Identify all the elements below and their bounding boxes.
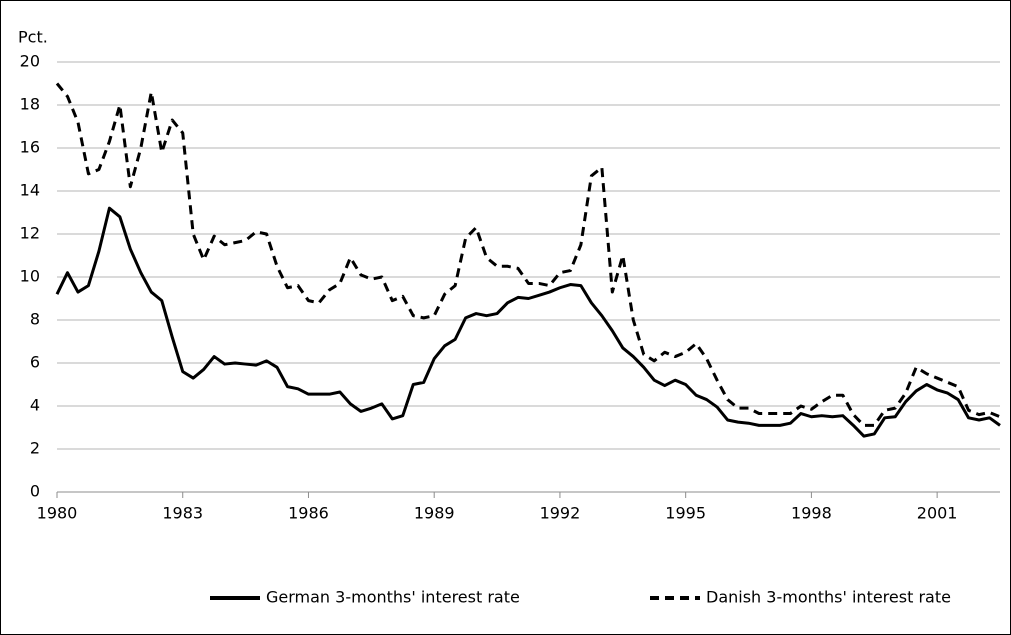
y-tick-label: 18 xyxy=(20,95,40,114)
y-tick-label: 16 xyxy=(20,138,40,157)
y-tick-label: 0 xyxy=(30,482,40,501)
x-tick-label: 1983 xyxy=(162,504,203,523)
series-line xyxy=(55,206,1001,438)
y-axis-label: Pct. xyxy=(18,28,48,47)
x-tick-label: 2001 xyxy=(917,504,958,523)
y-tick-label: 6 xyxy=(30,353,40,372)
y-tick-label: 4 xyxy=(30,396,40,415)
y-tick-label: 10 xyxy=(20,267,40,286)
x-tick-label: 1998 xyxy=(791,504,832,523)
x-tick-label: 1980 xyxy=(37,504,78,523)
legend-label: Danish 3-months' interest rate xyxy=(706,588,951,607)
series-line xyxy=(55,82,1001,427)
y-tick-label: 14 xyxy=(20,181,40,200)
x-tick-label: 1995 xyxy=(665,504,706,523)
y-tick-label: 20 xyxy=(20,52,40,71)
x-tick-label: 1992 xyxy=(540,504,581,523)
x-tick-label: 1986 xyxy=(288,504,329,523)
x-tick-label: 1989 xyxy=(414,504,455,523)
y-tick-label: 12 xyxy=(20,224,40,243)
y-tick-label: 2 xyxy=(30,439,40,458)
legend-label: German 3-months' interest rate xyxy=(266,588,520,607)
y-tick-label: 8 xyxy=(30,310,40,329)
